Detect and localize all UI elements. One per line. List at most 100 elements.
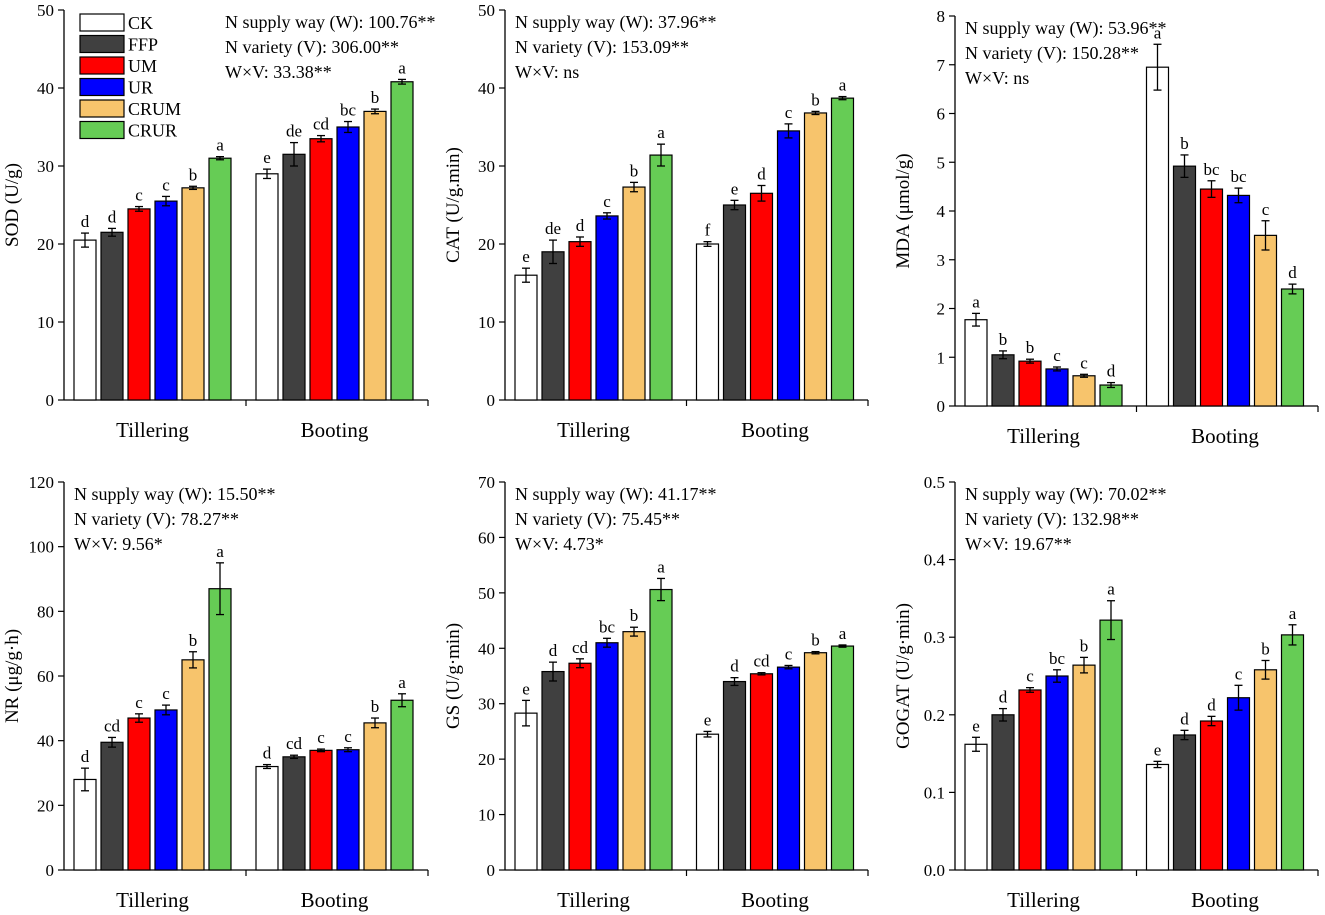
significance-letter: a [216, 542, 224, 561]
legend-label-ck: CK [128, 13, 153, 33]
significance-letter: de [286, 122, 302, 141]
significance-letter: a [1154, 23, 1162, 42]
significance-letter: b [371, 697, 380, 716]
bar-ur-tillering [154, 709, 178, 871]
y-tick-label: 40 [478, 639, 495, 658]
y-tick-label: 1 [937, 348, 946, 367]
y-tick-label: 8 [937, 7, 946, 26]
significance-letter: c [1026, 667, 1034, 686]
bar-ffp-booting [282, 756, 306, 871]
bar-ffp-booting [722, 680, 747, 871]
x-category-label: Booting [1191, 888, 1259, 912]
bar-ffp-tillering [991, 714, 1015, 871]
y-tick-label: 0 [46, 391, 55, 410]
bar-ur-booting [336, 126, 360, 401]
stats-line: N supply way (W): 37.96** [515, 12, 716, 33]
y-tick-label: 20 [37, 796, 54, 815]
y-tick-label: 6 [937, 105, 946, 124]
legend-swatch-ffp [79, 34, 125, 54]
significance-letter: f [705, 221, 711, 240]
significance-letter: e [972, 716, 980, 735]
bar-ffp-booting [1172, 734, 1197, 871]
significance-letter: b [189, 631, 198, 650]
significance-letter: c [1262, 200, 1270, 219]
significance-letter: d [1207, 695, 1216, 714]
legend-label-ffp: FFP [128, 35, 158, 55]
y-tick-label: 40 [37, 79, 54, 98]
y-axis-label: GOGAT (U/g·min) [893, 603, 914, 749]
y-tick-label: 10 [478, 806, 495, 825]
significance-letter: e [522, 679, 530, 698]
bar-ck-tillering [514, 712, 538, 871]
y-axis-label: GS (U/g·min) [443, 623, 464, 729]
y-tick-label: 100 [29, 538, 55, 557]
stats-line: W×V: 9.56* [74, 534, 163, 554]
significance-letter: c [785, 103, 793, 122]
significance-letter: b [630, 606, 639, 625]
y-tick-label: 50 [478, 1, 495, 20]
significance-letter: cd [572, 638, 589, 657]
y-tick-label: 60 [37, 667, 54, 686]
x-category-label: Booting [301, 418, 369, 442]
stats-line: N supply way (W): 15.50** [74, 484, 275, 505]
y-tick-label: 80 [37, 602, 54, 621]
panel-gogat: 0.0 0.1 0.2 0.3 0.4 0.5 GOGAT (U/g·min) Tilleri… [893, 473, 1319, 912]
bar-ur-tillering [154, 200, 178, 401]
y-axis-label: NR (μg/g·h) [2, 629, 23, 723]
significance-letter: d [108, 207, 117, 226]
y-axis-label: SOD (U/g) [2, 163, 23, 247]
bar-um-tillering [1018, 360, 1042, 407]
significance-letter: b [630, 161, 639, 180]
significance-letter: a [839, 76, 847, 95]
stats-line: W×V: 33.38** [225, 62, 332, 82]
bar-um-booting [1199, 188, 1224, 407]
y-tick-label: 20 [478, 750, 495, 769]
significance-letter: d [263, 744, 272, 763]
significance-letter: cd [313, 115, 330, 134]
legend-label-crum: CRUM [128, 99, 181, 119]
significance-letter: a [398, 58, 406, 77]
significance-letter: b [811, 631, 820, 650]
significance-letter: cd [104, 716, 121, 735]
significance-letter: c [603, 192, 611, 211]
significance-letter: c [162, 175, 170, 194]
significance-letter: bc [1203, 160, 1220, 179]
bar-ck-booting [255, 765, 279, 871]
legend-swatch-crur [79, 120, 125, 140]
significance-letter: a [657, 123, 665, 142]
y-tick-label: 70 [478, 473, 495, 492]
bar-crur-booting [830, 645, 855, 871]
bar-ck-booting [1145, 66, 1170, 407]
bar-um-booting [309, 749, 333, 871]
bar-ck-tillering [73, 778, 97, 871]
x-category-label: Booting [741, 888, 809, 912]
x-category-label: Tillering [116, 418, 189, 442]
bar-crur-tillering [649, 588, 673, 871]
y-tick-label: 10 [37, 313, 54, 332]
y-tick-label: 40 [37, 732, 54, 751]
bar-crur-booting [1280, 288, 1305, 407]
bar-um-tillering [127, 717, 151, 871]
y-tick-label: 50 [37, 1, 54, 20]
y-tick-label: 0 [46, 861, 55, 880]
stats-line: N supply way (W): 100.76** [225, 12, 435, 33]
bar-ck-booting [1145, 763, 1170, 871]
significance-letter: e [522, 247, 530, 266]
bar-ffp-tillering [541, 251, 565, 401]
y-tick-label: 0 [487, 391, 496, 410]
significance-letter: bc [599, 617, 616, 636]
significance-letter: c [1053, 346, 1061, 365]
significance-letter: c [317, 728, 325, 747]
bar-ur-booting [336, 749, 360, 871]
bar-ck-booting [695, 733, 720, 871]
stats-line: N variety (V): 75.45** [515, 509, 680, 530]
stats-line: N variety (V): 153.09** [515, 37, 689, 58]
bar-crum-booting [803, 112, 828, 401]
stats-line: W×V: 4.73* [515, 534, 604, 554]
bar-crum-tillering [622, 186, 646, 401]
